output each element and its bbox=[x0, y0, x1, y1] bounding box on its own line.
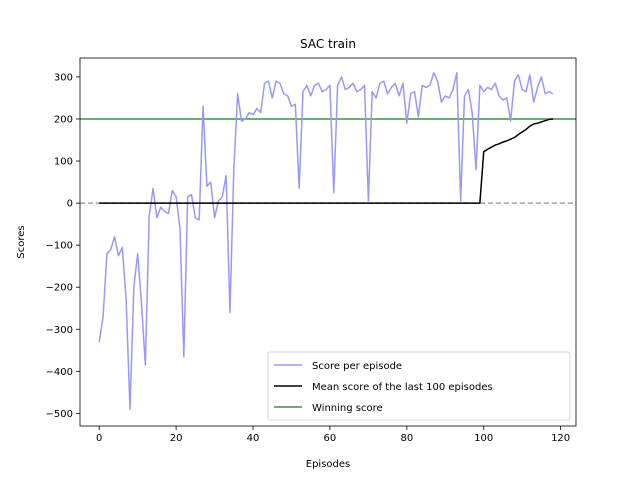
y-tick-label: −100 bbox=[46, 241, 73, 252]
x-tick-label: 100 bbox=[474, 433, 493, 444]
legend-label-winning: Winning score bbox=[312, 403, 383, 414]
x-tick-label: 40 bbox=[247, 433, 260, 444]
x-tick-label: 0 bbox=[96, 433, 102, 444]
y-axis: −500 −400 −300 −200 −100 0 100 200 300 bbox=[46, 72, 80, 420]
score-per-episode-line bbox=[98, 71, 554, 410]
legend-box bbox=[267, 351, 571, 421]
y-tick-label: −500 bbox=[46, 409, 73, 420]
y-tick-label: 100 bbox=[54, 157, 73, 168]
x-axis: 0 20 40 60 80 100 120 bbox=[96, 426, 570, 444]
x-tick-label: 120 bbox=[551, 433, 570, 444]
x-tick-label: 80 bbox=[400, 433, 413, 444]
legend-label-score: Score per episode bbox=[312, 361, 402, 372]
y-tick-label: −400 bbox=[46, 367, 73, 378]
x-tick-label: 60 bbox=[324, 433, 337, 444]
x-axis-label: Episodes bbox=[306, 459, 350, 470]
y-tick-label: 300 bbox=[54, 72, 73, 83]
plot-area bbox=[80, 71, 576, 410]
y-axis-label: Scores bbox=[16, 225, 27, 258]
chart-title: SAC train bbox=[300, 37, 356, 51]
legend-label-mean: Mean score of the last 100 episodes bbox=[312, 382, 493, 393]
y-tick-label: −300 bbox=[46, 325, 73, 336]
legend: Score per episode Mean score of the last… bbox=[267, 351, 571, 421]
y-tick-label: 0 bbox=[67, 199, 73, 210]
y-tick-label: 200 bbox=[54, 114, 73, 125]
y-tick-label: −200 bbox=[46, 283, 73, 294]
mean-score-line bbox=[99, 118, 554, 204]
x-tick-label: 20 bbox=[170, 433, 183, 444]
plot-frame bbox=[79, 57, 577, 427]
